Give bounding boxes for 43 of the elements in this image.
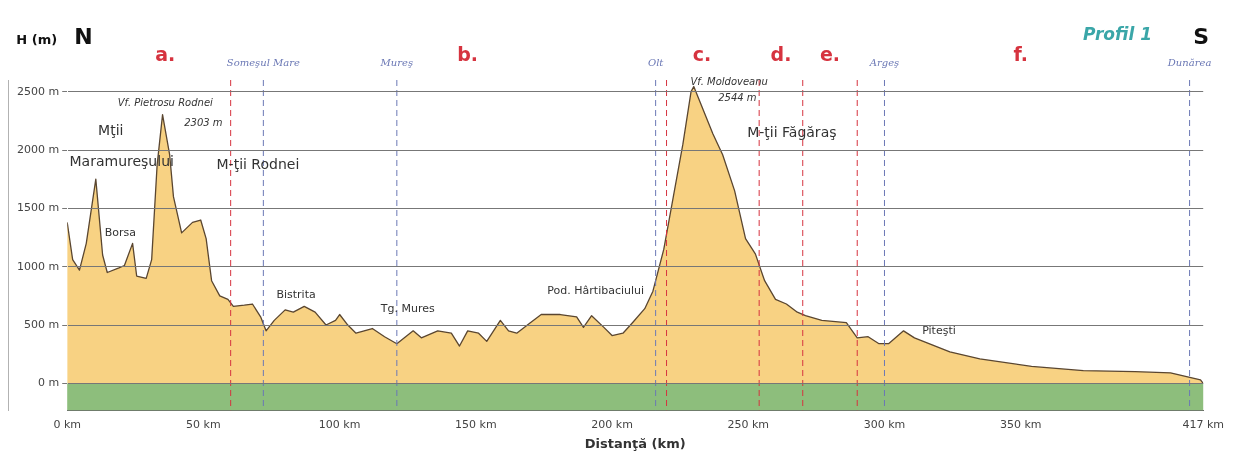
text: d. (770, 42, 792, 65)
annotation: Vf. Moldoveanu (690, 75, 768, 87)
y-tick-label: 0 m (37, 376, 60, 390)
annotation: 2544 m (718, 92, 757, 104)
y-tick-label: 500 m (23, 317, 60, 331)
ref-line-label: Olt (647, 56, 665, 68)
annotation: Borsa (104, 225, 136, 239)
annotation: 2303 m (184, 116, 223, 128)
annotation: Bistrita (276, 287, 316, 301)
text: S (1193, 23, 1209, 49)
ref-line-label: Dunărea (1166, 56, 1212, 68)
x-tick-label: 150 km (455, 417, 497, 431)
annotation: M-ţii Făgăraş (747, 124, 837, 141)
text: b. (457, 42, 479, 65)
chart-title: Profil 1 (1083, 24, 1152, 45)
y-tick-label: 2000 m (16, 142, 60, 156)
y-tick-label: 2500 m (16, 84, 60, 98)
annotation: Pod. Hârtibaciului (547, 284, 645, 298)
annotation: Piteşti (922, 323, 956, 337)
annotation: Mţii (98, 121, 124, 138)
annotation: M-ţii Rodnei (216, 155, 300, 172)
ref-line-label: Mureş (379, 56, 414, 68)
text: N (74, 23, 93, 49)
x-tick-label: 417 km (1182, 417, 1224, 431)
x-tick-label: 200 km (591, 417, 633, 431)
y-axis-title: H (m) (16, 31, 58, 47)
x-tick-label: 300 km (863, 417, 906, 431)
annotation: Vf. Pietrosu Rodnei (117, 96, 214, 108)
x-axis-title: Distanţă (km) (584, 435, 686, 451)
ref-line-label: Someşul Mare (226, 56, 300, 68)
y-tick-label: 1500 m (16, 201, 60, 215)
x-tick-label: 50 km (186, 417, 221, 431)
text: c. (692, 42, 712, 65)
x-tick-label: 250 km (727, 417, 770, 431)
x-tick-label: 100 km (318, 417, 361, 431)
text: f. (1013, 42, 1028, 65)
x-tick-label: 0 km (53, 417, 81, 431)
text: a. (155, 42, 176, 65)
y-tick-label: 1000 m (16, 259, 60, 273)
x-tick-label: 350 km (999, 417, 1042, 431)
text: e. (819, 42, 841, 65)
annotation: Tg. Mures (379, 301, 435, 315)
ref-line-label: Argeş (868, 56, 900, 68)
